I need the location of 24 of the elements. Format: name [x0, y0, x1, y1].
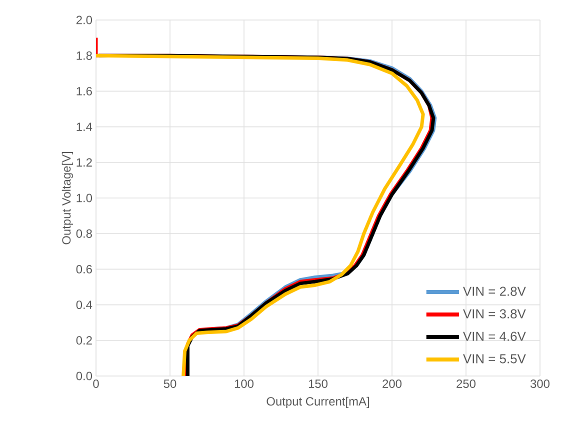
y-tick-label: 0.2 [76, 336, 92, 345]
y-tick-label: 2.0 [76, 16, 92, 24]
y-tick-label: 0.6 [76, 264, 92, 274]
x-tick-label: 100 [234, 380, 254, 388]
y-tick-label: 1.8 [76, 51, 92, 60]
y-tick-label: 0.8 [76, 229, 92, 238]
legend-label: VIN = 3.8V [463, 309, 526, 318]
x-tick-label: 200 [382, 380, 402, 388]
legend-label: VIN = 5.5V [463, 354, 526, 364]
y-tick-label: 1.0 [76, 194, 92, 202]
legend-label: VIN = 2.8V [463, 286, 526, 296]
x-tick-label: 150 [308, 380, 328, 388]
y-tick-label: 1.2 [76, 158, 92, 167]
x-tick-label: 0 [93, 380, 99, 388]
x-tick-label: 300 [530, 380, 550, 388]
y-tick-label: 0.0 [76, 372, 92, 380]
x-tick-label: 50 [164, 380, 176, 388]
x-axis-title: Output Current[mA] [266, 396, 369, 408]
y-tick-label: 0.4 [76, 300, 92, 310]
y-axis-title: Output Voltage[V] [62, 152, 74, 244]
x-tick-label: 250 [456, 380, 476, 388]
y-tick-label: 1.4 [76, 122, 92, 131]
y-tick-label: 1.6 [76, 86, 92, 96]
legend-label: VIN = 4.6V [463, 332, 526, 341]
